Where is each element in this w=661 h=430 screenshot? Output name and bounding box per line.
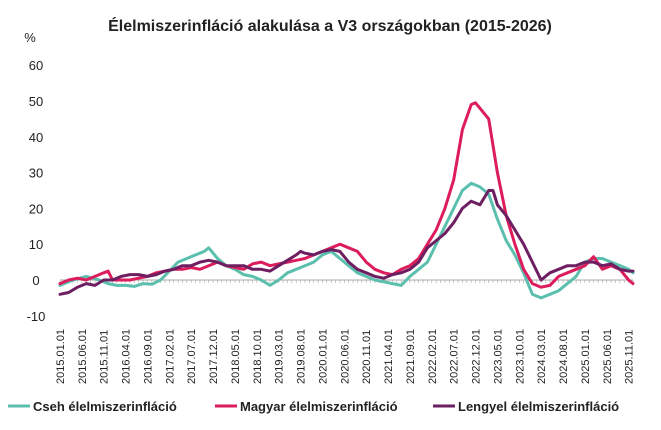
x-tick-label: 2022.02.01 xyxy=(427,329,439,384)
x-tick-label: 2015.06.01 xyxy=(77,329,89,384)
x-tick-label: 2025.06.01 xyxy=(602,329,614,384)
x-tick-label: 2019.03.01 xyxy=(274,329,286,384)
series-line-cseh xyxy=(58,181,635,300)
x-tick-label: 2021.04.01 xyxy=(383,329,395,384)
x-tick-label: 2017.02.01 xyxy=(164,329,176,384)
y-tick-label: -10 xyxy=(27,309,46,324)
x-tick-label: 2015.01.01 xyxy=(55,329,67,384)
x-tick-label: 2024.03.01 xyxy=(536,329,548,384)
x-tick-label: 2015.11.01 xyxy=(99,330,111,384)
x-tick-label: 2020.11.01 xyxy=(361,330,373,384)
x-tick-label: 2020.06.01 xyxy=(339,329,351,384)
y-tick-label: 30 xyxy=(29,166,43,181)
x-tick-label: 2020.01.01 xyxy=(317,329,329,384)
x-tick-label: 2023.10.01 xyxy=(514,329,526,384)
legend: Cseh élelmiszerinfláció Magyar élelmisze… xyxy=(8,399,619,414)
y-tick-label: 50 xyxy=(29,94,43,109)
x-tick-label: 2023.05.01 xyxy=(492,329,504,384)
y-tick-label: 10 xyxy=(29,237,43,252)
x-tick-label: 2018.05.01 xyxy=(230,329,242,384)
x-tick-label: 2017.12.01 xyxy=(208,329,220,384)
x-tick-label: 2025.11.01 xyxy=(624,330,636,384)
x-tick-label: 2024.08.01 xyxy=(558,329,570,384)
legend-label-cseh: Cseh élelmiszerinfláció xyxy=(33,399,177,414)
y-tick-label: 60 xyxy=(29,58,43,73)
x-tick-label: 2021.09.01 xyxy=(405,329,417,384)
y-tick-label: 0 xyxy=(32,273,39,288)
x-tick-label: 2016.04.01 xyxy=(121,329,133,384)
x-tick-label: 2022.07.01 xyxy=(449,329,461,384)
legend-label-magyar: Magyar élelmiszerinfláció xyxy=(240,399,398,414)
x-tick-label: 2019.08.01 xyxy=(296,329,308,384)
legend-label-lengyel: Lengyel élelmiszerinfláció xyxy=(458,399,619,414)
y-axis-unit-label: % xyxy=(24,30,36,45)
chart-title: Élelmiszerinfláció alakulása a V3 ország… xyxy=(108,16,552,35)
y-axis-ticks: -10 0 10 20 30 40 50 60 xyxy=(27,58,46,324)
series-lines xyxy=(58,101,635,300)
x-tick-label: 2025.01.01 xyxy=(580,329,592,384)
x-tick-label: 2018.10.01 xyxy=(252,329,264,384)
series-line-lengyel xyxy=(58,189,635,296)
y-tick-label: 40 xyxy=(29,130,43,145)
x-tick-label: 2016.09.01 xyxy=(142,329,154,384)
x-axis: 2015.01.01 2015.06.01 2015.11.01 2016.04.01… xyxy=(55,279,636,384)
y-tick-label: 20 xyxy=(29,201,43,216)
x-tick-label: 2017.07.01 xyxy=(186,329,198,384)
x-tick-label: 2022.12.01 xyxy=(471,329,483,384)
